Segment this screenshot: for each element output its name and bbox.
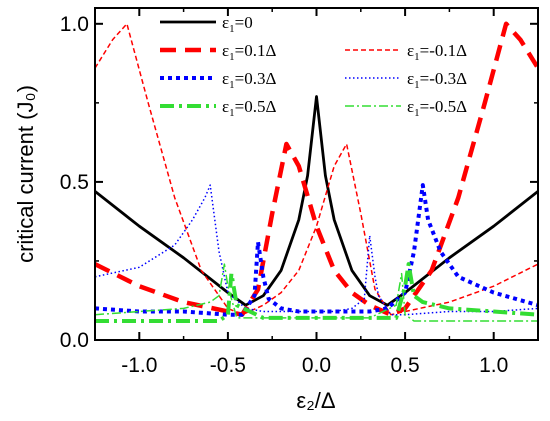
series-line-eps1-0 bbox=[95, 95, 538, 307]
series-line-eps1-0p1d bbox=[95, 21, 538, 317]
legend-label-eps1-0p5d: ε1=0.5Δ bbox=[222, 97, 276, 119]
y-tick-label: 0.0 bbox=[60, 329, 89, 352]
x-tick-label: 0.5 bbox=[390, 354, 419, 377]
series-line-eps1--0p5d bbox=[95, 263, 538, 322]
legend-label-eps1-0: ε1=0 bbox=[222, 13, 253, 35]
legend: ε1=0 ε1=0.1Δ ε1=-0.1Δ ε1=0.3Δ ε1=-0.3Δ ε1=0.5… bbox=[160, 13, 467, 119]
series-line-eps1--0p3d bbox=[95, 184, 538, 316]
legend-label-eps1-0p1d: ε1=0.1Δ bbox=[222, 41, 276, 63]
series-line-eps1-0p3d bbox=[95, 183, 538, 317]
ticks-layer: -1.0 -0.5 0.0 0.5 1.0 0.0 0.5 1.0 bbox=[60, 8, 539, 377]
y-tick-label: 0.5 bbox=[60, 171, 89, 194]
x-tick-label: 1.0 bbox=[479, 354, 508, 377]
plot-frame bbox=[94, 7, 539, 341]
legend-label-eps1--0p3d: ε1=-0.3Δ bbox=[407, 69, 467, 91]
y-tick-label: 1.0 bbox=[60, 13, 89, 36]
series-layer bbox=[95, 21, 538, 323]
series-line-eps1--0p1d bbox=[95, 23, 538, 316]
legend-label-eps1--0p1d: ε1=-0.1Δ bbox=[407, 41, 467, 63]
legend-label-eps1--0p5d: ε1=-0.5Δ bbox=[407, 97, 467, 119]
x-axis-title: ε₂/Δ bbox=[296, 388, 335, 413]
x-tick-label: -1.0 bbox=[121, 354, 157, 377]
x-tick-label: 0.0 bbox=[302, 354, 331, 377]
y-axis-title: critical current (J₀) bbox=[13, 85, 38, 263]
x-tick-label: -0.5 bbox=[210, 354, 246, 377]
legend-label-eps1-0p3d: ε1=0.3Δ bbox=[222, 69, 276, 91]
